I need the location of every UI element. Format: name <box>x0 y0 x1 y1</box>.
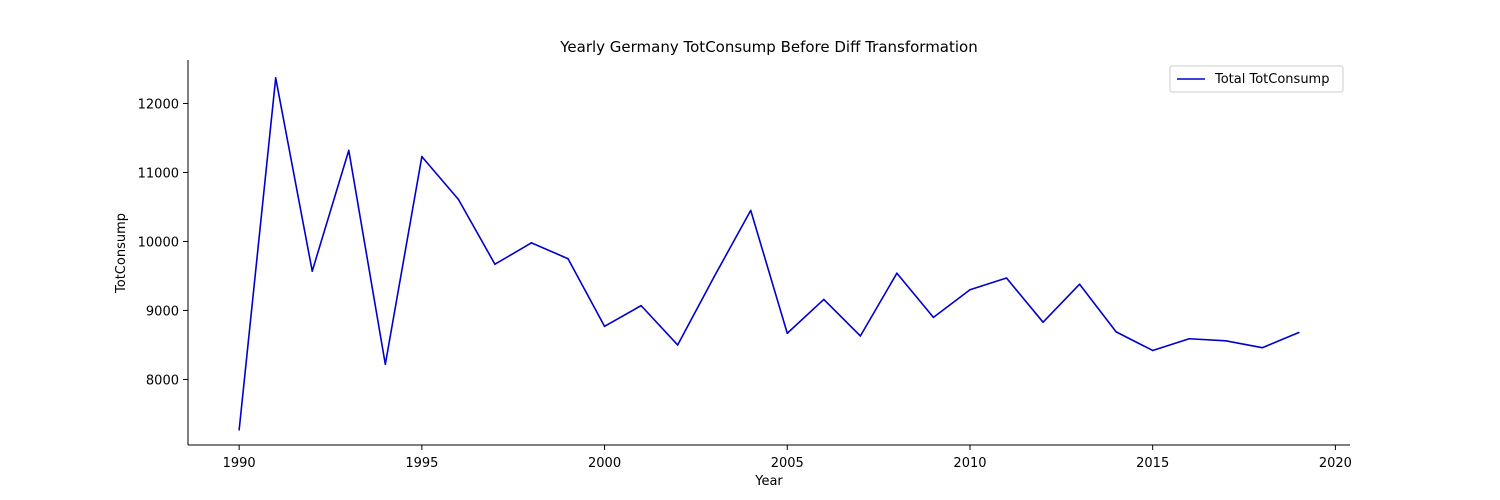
x-tick-label: 2010 <box>953 456 986 471</box>
data-point <box>1078 283 1081 286</box>
x-tick-label: 1990 <box>223 456 256 471</box>
y-tick-label: 9000 <box>146 304 179 319</box>
x-tick-label: 1995 <box>405 456 438 471</box>
x-axis-label: Year <box>754 474 783 489</box>
data-point <box>567 257 569 260</box>
x-tick-label: 2005 <box>771 456 804 471</box>
data-point <box>347 149 350 152</box>
x-tick-label: 2015 <box>1136 456 1169 471</box>
data-point <box>896 272 898 274</box>
data-point <box>1224 340 1227 342</box>
data-point <box>676 344 679 346</box>
y-axis-ticks: 8000 9000 10000 11000 12000 <box>138 97 188 388</box>
data-point <box>786 332 789 335</box>
plot-area <box>238 77 1300 431</box>
y-tick-label: 10000 <box>138 235 179 250</box>
data-point <box>1042 321 1044 323</box>
data-point <box>1261 346 1264 349</box>
data-point <box>1188 337 1191 340</box>
data-point <box>603 325 606 328</box>
data-point <box>969 288 971 291</box>
data-point <box>1298 331 1300 334</box>
data-point <box>823 298 825 301</box>
y-axis-label: TotConsump <box>114 213 129 294</box>
data-point <box>749 209 752 212</box>
x-tick-label: 2020 <box>1319 456 1352 471</box>
data-point <box>1151 349 1154 352</box>
data-point <box>274 77 277 79</box>
legend-box <box>1169 65 1344 93</box>
chart-title: Yearly Germany TotConsump Before Diff Tr… <box>559 38 978 56</box>
data-point <box>640 304 642 307</box>
data-point <box>859 335 862 337</box>
data-point <box>494 263 496 266</box>
legend: Total TotConsump <box>1169 65 1344 93</box>
legend-label-total-totconsump: Total TotConsump <box>1214 72 1329 87</box>
y-tick-label: 8000 <box>146 373 179 388</box>
data-point <box>1115 331 1117 333</box>
y-tick-label: 12000 <box>138 97 179 112</box>
data-point <box>457 198 460 201</box>
data-point <box>713 275 715 278</box>
data-point <box>1005 277 1008 279</box>
data-point <box>932 316 935 319</box>
x-axis-ticks: 1990 1995 2000 2005 2010 2015 2020 <box>223 445 1352 471</box>
data-point <box>311 270 314 272</box>
data-point <box>421 155 423 158</box>
data-point <box>384 363 387 366</box>
data-point <box>238 429 240 431</box>
x-tick-label: 2000 <box>588 456 621 471</box>
y-tick-label: 11000 <box>138 166 179 181</box>
series-line-0 <box>238 77 1300 430</box>
data-point <box>530 242 533 244</box>
